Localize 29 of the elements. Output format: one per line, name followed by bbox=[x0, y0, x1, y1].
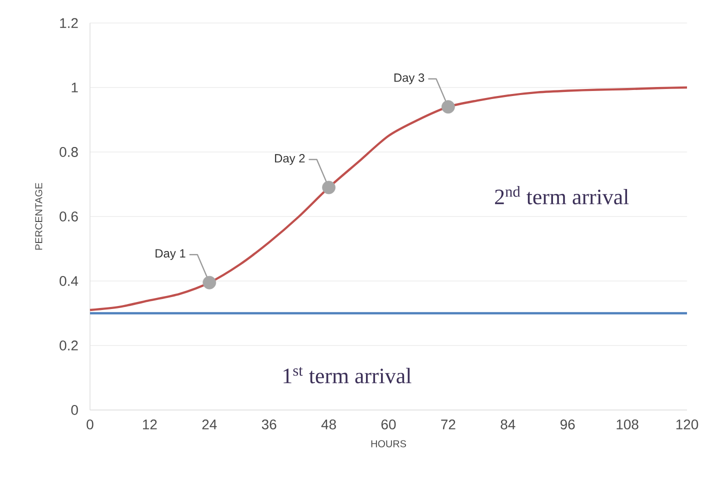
y-tick-label: 0.8 bbox=[60, 147, 78, 157]
x-tick-label: 12 bbox=[143, 420, 157, 430]
point bbox=[202, 276, 216, 290]
x-tick-label: 120 bbox=[676, 420, 698, 430]
annotation: 1$^{st}$ term arrival bbox=[284, 366, 412, 384]
x-axis-title: HOURS bbox=[371, 440, 406, 448]
y-tick-label: 1 bbox=[72, 82, 78, 92]
annotation: Day 2 bbox=[275, 154, 305, 165]
y-tick-label: 1.2 bbox=[60, 18, 78, 28]
y-tick-label: 0.4 bbox=[60, 276, 78, 286]
x-tick-label: 84 bbox=[500, 420, 516, 430]
y-tick-label: 0 bbox=[71, 405, 78, 415]
x-tick-label: 36 bbox=[262, 420, 276, 430]
x-tick-label: 108 bbox=[616, 420, 638, 430]
x-tick-label: 72 bbox=[441, 420, 456, 430]
annotation: Day 3 bbox=[394, 73, 424, 84]
x-tick-label: 60 bbox=[381, 420, 396, 430]
point bbox=[322, 180, 336, 194]
y-tick-label: 0.2 bbox=[60, 340, 78, 350]
x-tick-label: 24 bbox=[202, 420, 217, 430]
y-axis-title: PERCENTAGE bbox=[35, 182, 42, 250]
x-tick-label: 96 bbox=[560, 420, 575, 430]
point bbox=[442, 100, 455, 114]
annotation: Day 1 bbox=[156, 249, 186, 260]
line-series bbox=[88, 86, 688, 312]
y-tick-label: 0.6 bbox=[60, 212, 78, 222]
x-tick-label: 48 bbox=[321, 420, 336, 430]
x-tick-label: 0 bbox=[86, 420, 94, 430]
annotation: 2$^{nd}$ term arrival bbox=[495, 186, 629, 204]
